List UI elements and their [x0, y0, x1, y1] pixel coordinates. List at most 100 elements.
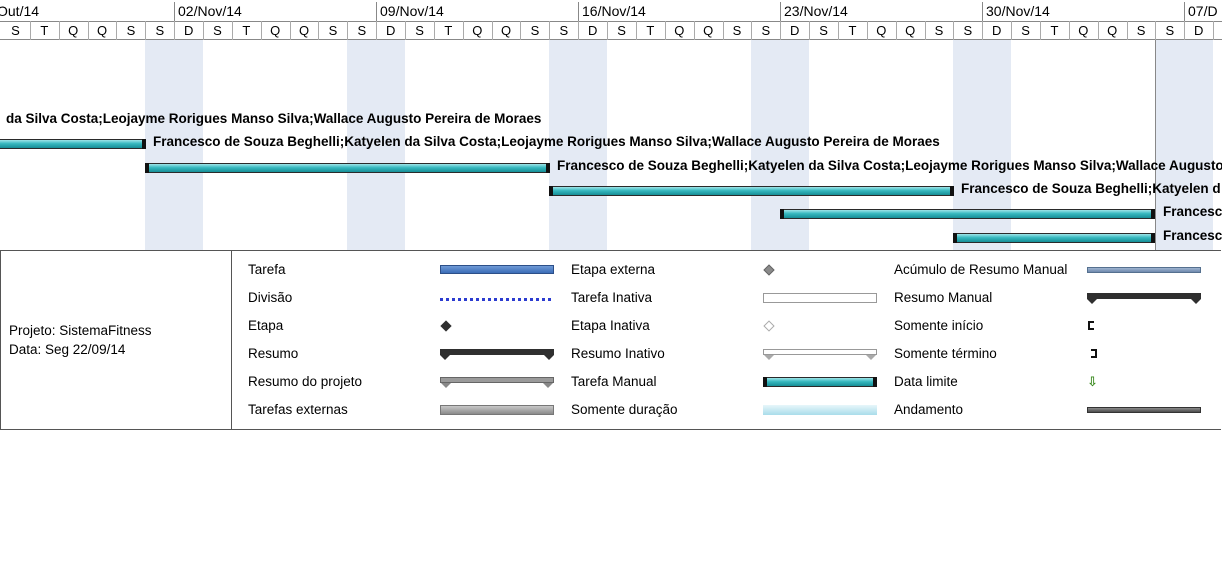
summary-swatch: [440, 349, 554, 360]
day-label: S: [11, 23, 20, 38]
day-separator: [290, 21, 291, 40]
day-separator: [578, 21, 579, 40]
legend-label: Resumo Manual: [894, 290, 993, 305]
day-separator: [145, 21, 146, 40]
day-separator: [953, 21, 954, 40]
task-resource-label: Francesc: [1163, 228, 1222, 243]
day-label: D: [385, 23, 396, 38]
day-label: S: [357, 23, 367, 38]
legend-label: Tarefa Inativa: [571, 290, 653, 305]
legend-label: Divisão: [248, 290, 293, 305]
day-label: Q: [97, 23, 108, 38]
legend-label: Etapa externa: [571, 262, 656, 277]
project-summary-swatch: [440, 377, 554, 388]
day-label: T: [1050, 23, 1059, 38]
diamond-icon: [440, 320, 452, 332]
legend-label: Somente término: [894, 346, 997, 361]
day-separator: [232, 21, 233, 40]
task-resource-label: Francesc: [1163, 204, 1222, 219]
weekend-band: [145, 40, 203, 250]
day-separator: [347, 21, 348, 40]
day-label: Q: [876, 23, 887, 38]
manual-summary-rollup-swatch: [1087, 267, 1201, 273]
day-separator: [1040, 21, 1041, 40]
day-label: S: [732, 23, 742, 38]
day-separator: [1011, 21, 1012, 40]
week-label: 09/Nov/14: [380, 3, 444, 19]
day-separator: [376, 21, 377, 40]
day-label: Q: [674, 23, 685, 38]
day-separator: [751, 21, 752, 40]
manual-task-bar[interactable]: [953, 233, 1155, 243]
day-separator: [1098, 21, 1099, 40]
manual-summary-swatch: [1087, 293, 1201, 304]
inactive-task-swatch: [763, 293, 877, 303]
day-label: Q: [905, 23, 916, 38]
duration-only-swatch: [763, 405, 877, 415]
day-label: T: [40, 23, 49, 38]
day-label: S: [1021, 23, 1030, 38]
day-label: T: [646, 23, 655, 38]
day-label: Q: [703, 23, 714, 38]
manual-task-bar[interactable]: [145, 163, 550, 173]
legend-label: Data limite: [894, 374, 958, 389]
legend-label: Tarefa: [248, 262, 286, 277]
day-separator: [723, 21, 724, 40]
day-separator: [607, 21, 608, 40]
day-separator: [405, 21, 406, 40]
legend-label: Somente início: [894, 318, 984, 333]
manual-task-bar[interactable]: [0, 139, 146, 149]
bracket-end-icon: [1091, 349, 1097, 358]
day-label: Q: [501, 23, 512, 38]
external-tasks-swatch: [440, 405, 554, 415]
day-separator: [549, 21, 550, 40]
day-label: S: [963, 23, 973, 38]
day-label: Q: [472, 23, 483, 38]
day-label: T: [444, 23, 453, 38]
manual-task-bar[interactable]: [549, 186, 954, 196]
bracket-start-icon: [1088, 321, 1094, 330]
day-label: S: [213, 23, 222, 38]
day-separator: [1127, 21, 1128, 40]
timescale-weeks: Out/14 02/Nov/14 09/Nov/14 16/Nov/14 23/…: [0, 2, 1222, 21]
day-label: S: [934, 23, 944, 38]
task-resource-label: Francesco de Souza Beghelli;Katyelen d: [961, 181, 1221, 196]
project-date: Data: Seg 22/09/14: [9, 342, 126, 357]
status-date-line: [1155, 40, 1156, 250]
day-label: S: [559, 23, 569, 38]
day-label: S: [617, 23, 626, 38]
day-separator: [520, 21, 521, 40]
day-separator: [318, 21, 319, 40]
week-label: 30/Nov/14: [986, 3, 1050, 19]
gantt-chart: Out/14 02/Nov/14 09/Nov/14 16/Nov/14 23/…: [0, 0, 1222, 250]
inactive-summary-swatch: [763, 349, 877, 360]
task-resource-label: da Silva Costa;Leojayme Rorigues Manso S…: [6, 111, 542, 126]
week-label: 02/Nov/14: [178, 3, 242, 19]
manual-task-swatch: [763, 377, 877, 387]
day-separator: [636, 21, 637, 40]
day-separator: [261, 21, 262, 40]
progress-swatch: [1087, 407, 1201, 413]
weekend-band: [347, 40, 405, 250]
day-separator: [809, 21, 810, 40]
day-separator: [174, 21, 175, 40]
day-separator: [116, 21, 117, 40]
day-label: Q: [68, 23, 79, 38]
day-label: Q: [1078, 23, 1089, 38]
day-label: T: [848, 23, 857, 38]
day-label: S: [328, 23, 338, 38]
day-label: Q: [270, 23, 281, 38]
project-info: Projeto: SistemaFitness Data: Seg 22/09/…: [9, 321, 152, 359]
legend-label: Andamento: [894, 402, 964, 417]
day-label: D: [992, 23, 1002, 38]
day-separator: [1184, 21, 1185, 40]
day-label: T: [242, 23, 251, 38]
day-label: S: [1136, 23, 1146, 38]
day-label: S: [1165, 23, 1175, 38]
day-label: Q: [1107, 23, 1118, 38]
day-separator: [665, 21, 666, 40]
task-resource-label: Francesco de Souza Beghelli;Katyelen da …: [153, 134, 940, 149]
manual-task-bar[interactable]: [780, 209, 1155, 219]
day-separator: [463, 21, 464, 40]
